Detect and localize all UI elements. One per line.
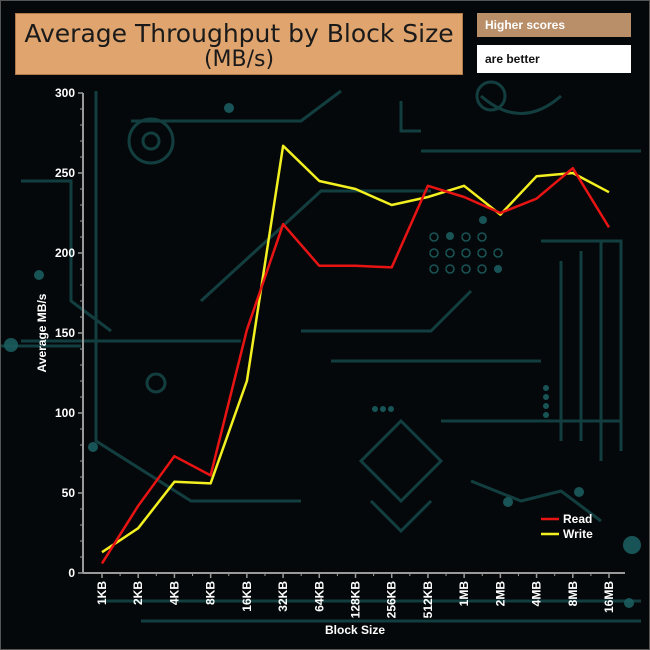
x-tick-label: 2MB <box>493 581 507 607</box>
x-tick-label: 8KB <box>204 581 218 605</box>
series-line-read <box>100 166 611 565</box>
x-tick-label: 8MB <box>566 581 580 607</box>
legend-label-write: Write <box>563 527 593 541</box>
series-line-write <box>101 144 610 554</box>
y-axis-title: Average MB/s <box>35 293 49 372</box>
legend-label-read: Read <box>563 512 592 526</box>
y-tick-label: 300 <box>55 86 75 100</box>
x-tick-label: 256KB <box>385 581 399 619</box>
x-tick-label: 1MB <box>457 581 471 607</box>
x-tick-label: 32KB <box>276 581 290 612</box>
x-tick-label: 128KB <box>349 581 363 619</box>
chart-title: Average Throughput by Block Size <box>24 19 454 48</box>
x-tick-label: 4KB <box>167 581 181 605</box>
x-tick-label: 64KB <box>312 581 326 612</box>
y-tick-label: 50 <box>62 486 76 500</box>
x-axis-title: Block Size <box>325 623 385 637</box>
note-are-better: are better <box>477 45 631 73</box>
y-tick-label: 200 <box>55 246 75 260</box>
y-tick-label: 250 <box>55 166 75 180</box>
x-tick-label: 4MB <box>530 581 544 607</box>
y-axis-ticks: 0 50 100 150 200 250 300 <box>55 86 83 580</box>
x-tick-label: 1KB <box>95 581 109 605</box>
note-higher-scores: Higher scores <box>477 13 631 37</box>
x-axis-ticks: 1KB 2KB 4KB 8KB 16KB 32KB 64KB 128KB 256KB 512KB 1… <box>95 573 616 618</box>
chart-subtitle: (MB/s) <box>203 47 275 72</box>
series-layer <box>100 144 611 565</box>
y-tick-label: 100 <box>55 406 75 420</box>
y-tick-label: 150 <box>55 326 75 340</box>
x-tick-label: 512KB <box>421 581 435 619</box>
x-tick-label: 16MB <box>602 581 616 613</box>
x-tick-label: 16KB <box>240 581 254 612</box>
y-tick-label: 0 <box>68 566 75 580</box>
chart-title-box: Average Throughput by Block Size (MB/s) <box>15 13 463 75</box>
x-tick-label: 2KB <box>131 581 145 605</box>
